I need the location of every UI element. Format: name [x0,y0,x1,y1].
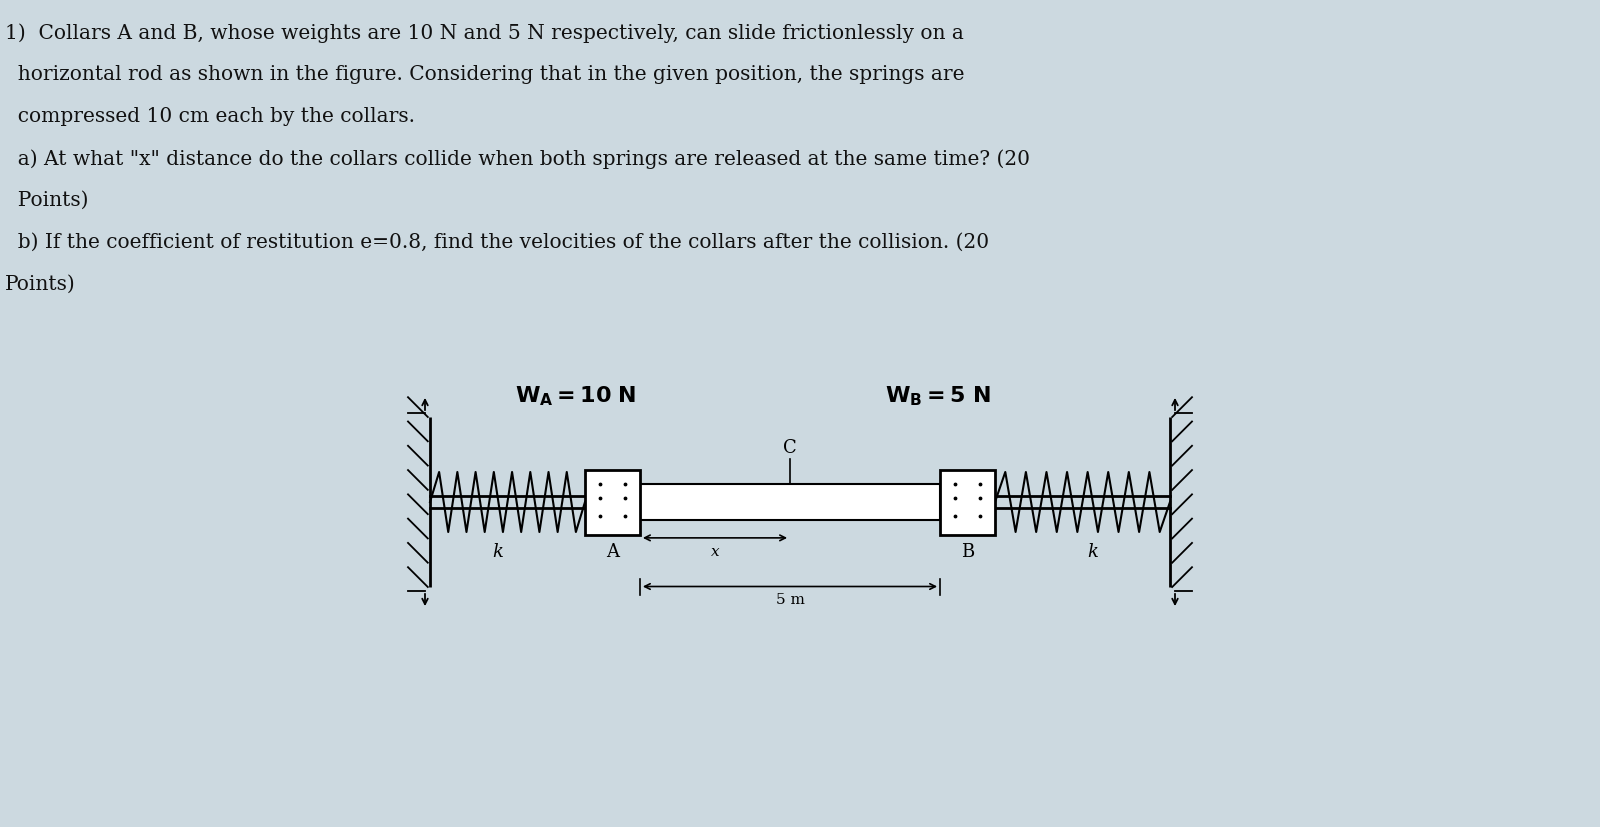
Text: C: C [782,438,797,457]
Text: compressed 10 cm each by the collars.: compressed 10 cm each by the collars. [5,107,414,126]
Text: b) If the coefficient of restitution e=0.8, find the velocities of the collars a: b) If the coefficient of restitution e=0… [5,232,989,251]
Text: k: k [493,543,502,561]
Bar [640,485,939,520]
Text: x: x [710,544,720,558]
Bar [586,470,640,535]
Bar [939,470,995,535]
Text: 5 m: 5 m [776,593,805,607]
Text: 1)  Collars A and B, whose weights are 10 N and 5 N respectively, can slide fric: 1) Collars A and B, whose weights are 10… [5,23,963,43]
Text: $\mathbf{W_B{=}5\ N}$: $\mathbf{W_B{=}5\ N}$ [885,384,990,408]
Text: k: k [1086,543,1098,561]
Text: Points): Points) [5,275,75,294]
Text: horizontal rod as shown in the figure. Considering that in the given position, t: horizontal rod as shown in the figure. C… [5,65,965,84]
Text: A: A [606,543,619,561]
Text: $\mathbf{W_A{=}10\ N}$: $\mathbf{W_A{=}10\ N}$ [515,384,637,408]
Text: a) At what "x" distance do the collars collide when both springs are released at: a) At what "x" distance do the collars c… [5,149,1030,169]
Text: B: B [962,543,974,561]
Text: Points): Points) [5,191,88,210]
